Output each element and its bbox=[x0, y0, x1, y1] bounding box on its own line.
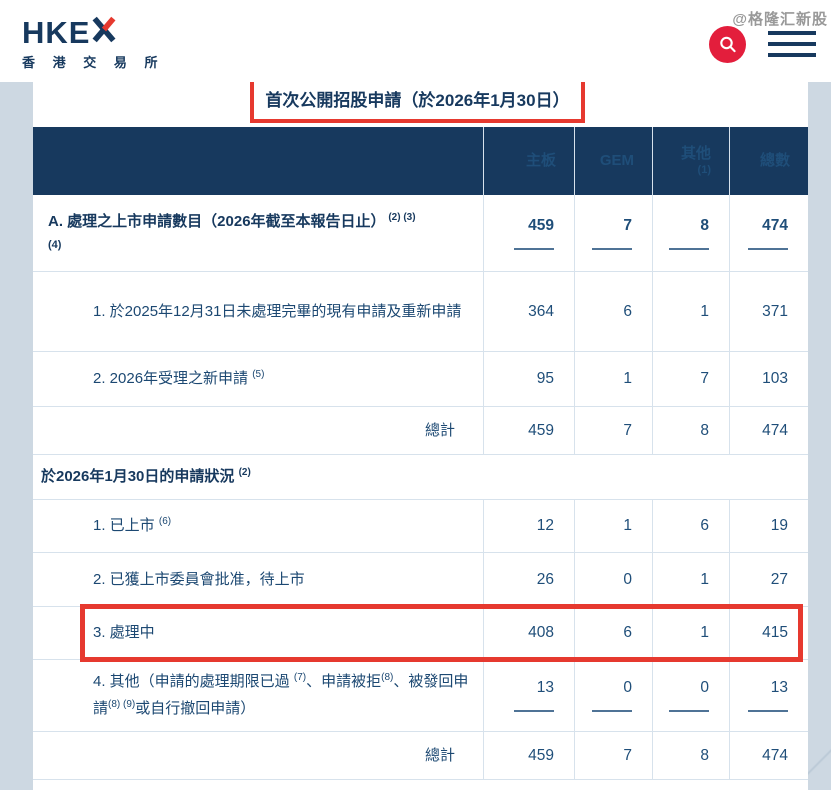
top-bar: HKE 香 港 交 易 所 @格隆汇新股 bbox=[0, 0, 831, 82]
cell-gem: 0 bbox=[574, 660, 652, 731]
cell-mainboard: 408 bbox=[483, 607, 574, 659]
header-spacer-cell bbox=[33, 127, 483, 195]
cell-others: 1 bbox=[652, 607, 729, 659]
cell-total: 474 bbox=[729, 195, 808, 271]
cell-total: 371 bbox=[729, 272, 808, 351]
cell-gem: 1 bbox=[574, 500, 652, 552]
row-label: 1. 已上市 (6) bbox=[93, 516, 172, 535]
watermark: @格隆汇新股 bbox=[732, 11, 828, 28]
table-row-highlighted: 3. 處理中 408 6 1 415 bbox=[33, 604, 808, 662]
logo-subtitle: 香 港 交 易 所 bbox=[22, 55, 165, 70]
table-total-row: 總計 459 7 8 474 bbox=[33, 732, 808, 780]
total-label: 總計 bbox=[424, 746, 455, 764]
row-label: 4. 其他（申請的處理期限已過 (7)、申請被拒(8)、被發回申請(8) (9)… bbox=[93, 672, 469, 717]
column-header-total: 總數 bbox=[729, 127, 808, 195]
section-title: 於2026年1月30日的申請狀況 (2) bbox=[41, 467, 251, 486]
column-header-gem: GEM bbox=[574, 127, 652, 195]
hkex-logo[interactable]: HKE 香 港 交 易 所 bbox=[22, 16, 164, 71]
cell-gem: 7 bbox=[574, 407, 652, 454]
cell-mainboard: 364 bbox=[483, 272, 574, 351]
cell-others: 8 bbox=[652, 732, 729, 779]
table-row: 2. 已獲上市委員會批准，待上市 26 0 1 27 bbox=[33, 553, 808, 607]
cell-gem: 7 bbox=[574, 732, 652, 779]
row-label: A. 處理之上市申請數目（2026年截至本報告日止） (2) (3) (4) bbox=[48, 211, 416, 251]
cell-others: 8 bbox=[652, 407, 729, 454]
total-label: 總計 bbox=[424, 421, 455, 439]
column-header-mainboard: 主板 bbox=[483, 127, 574, 195]
cell-mainboard: 26 bbox=[483, 553, 574, 606]
row-label: 1. 於2025年12月31日未處理完畢的現有申請及重新申請 bbox=[93, 302, 462, 320]
search-icon bbox=[717, 34, 739, 56]
cell-total: 13 bbox=[729, 660, 808, 731]
cell-gem: 6 bbox=[574, 272, 652, 351]
cell-others: 7 bbox=[652, 352, 729, 406]
cell-mainboard: 459 bbox=[483, 732, 574, 779]
cell-total: 474 bbox=[729, 732, 808, 779]
cell-others: 1 bbox=[652, 272, 729, 351]
row-label: 2. 2026年受理之新申請 (5) bbox=[93, 369, 265, 388]
cell-others: 0 bbox=[652, 660, 729, 731]
cell-others: 1 bbox=[652, 553, 729, 606]
page-fold-decoration bbox=[808, 733, 831, 791]
logo-x-icon bbox=[91, 16, 117, 48]
cell-mainboard: 459 bbox=[483, 195, 574, 271]
page-right-margin bbox=[808, 82, 831, 790]
cell-total: 103 bbox=[729, 352, 808, 406]
column-header-others: 其他 (1) bbox=[652, 127, 729, 195]
cell-others: 8 bbox=[652, 195, 729, 271]
menu-icon[interactable] bbox=[768, 31, 816, 57]
cell-mainboard: 12 bbox=[483, 500, 574, 552]
table-row: 1. 於2025年12月31日未處理完畢的現有申請及重新申請 364 6 1 3… bbox=[33, 272, 808, 352]
table-row: 1. 已上市 (6) 12 1 6 19 bbox=[33, 500, 808, 553]
cell-gem: 7 bbox=[574, 195, 652, 271]
row-label: 3. 處理中 bbox=[93, 624, 155, 642]
table-row: 4. 其他（申請的處理期限已過 (7)、申請被拒(8)、被發回申請(8) (9)… bbox=[33, 660, 808, 732]
cell-total: 474 bbox=[729, 407, 808, 454]
cell-others: 6 bbox=[652, 500, 729, 552]
cell-total: 27 bbox=[729, 553, 808, 606]
page-left-margin bbox=[0, 82, 33, 790]
table-row: 2. 2026年受理之新申請 (5) 95 1 7 103 bbox=[33, 352, 808, 407]
ipo-applications-table: 首次公開招股申請（於2026年1月30日） 主板 GEM 其他 (1) 總數 A… bbox=[33, 73, 808, 780]
cell-mainboard: 95 bbox=[483, 352, 574, 406]
cell-total: 19 bbox=[729, 500, 808, 552]
search-button[interactable] bbox=[709, 26, 746, 63]
cell-gem: 1 bbox=[574, 352, 652, 406]
section-header-row: 於2026年1月30日的申請狀況 (2) bbox=[33, 455, 808, 500]
table-total-row: 總計 459 7 8 474 bbox=[33, 407, 808, 455]
page-title: 首次公開招股申請（於2026年1月30日） bbox=[265, 90, 570, 110]
cell-gem: 6 bbox=[574, 607, 652, 659]
logo-wordmark: HKE bbox=[22, 14, 91, 50]
table-header-row: 主板 GEM 其他 (1) 總數 bbox=[33, 127, 808, 195]
cell-mainboard: 13 bbox=[483, 660, 574, 731]
row-label: 2. 已獲上市委員會批准，待上市 bbox=[93, 570, 305, 588]
cell-total: 415 bbox=[729, 607, 808, 659]
cell-gem: 0 bbox=[574, 553, 652, 606]
table-row: A. 處理之上市申請數目（2026年截至本報告日止） (2) (3) (4) 45… bbox=[33, 195, 808, 272]
title-band: 首次公開招股申請（於2026年1月30日） bbox=[33, 73, 808, 127]
cell-mainboard: 459 bbox=[483, 407, 574, 454]
